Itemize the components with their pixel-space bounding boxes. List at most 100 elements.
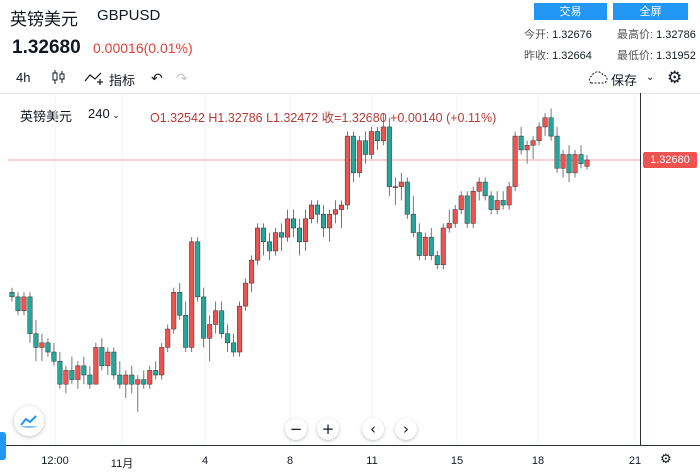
toolbar-divider — [0, 93, 700, 94]
header-instrument-name: 英镑美元 — [10, 10, 78, 30]
candle-body — [386, 126, 392, 187]
save-button[interactable]: 保存 — [611, 73, 638, 88]
candle-body — [45, 342, 51, 353]
scroll-left-button[interactable]: ‹ — [362, 418, 384, 440]
candle-body — [129, 374, 135, 385]
side-panel-toggle[interactable] — [0, 432, 6, 460]
scroll-right-button[interactable]: › — [395, 418, 417, 440]
stat-high-label: 最高价: — [617, 29, 654, 41]
undo-icon[interactable]: ↶ — [151, 70, 163, 86]
candle-body — [428, 236, 434, 256]
stat-high-value: 1.32786 — [656, 29, 696, 41]
candle-body — [237, 305, 243, 353]
candle-body — [207, 324, 213, 339]
candle-body — [494, 200, 500, 210]
candle-body — [93, 347, 99, 385]
header-symbol: GBPUSD — [97, 7, 161, 24]
chart-settings-gear-icon[interactable]: ⚙ — [660, 452, 672, 467]
time-axis-label: 11 — [366, 455, 378, 467]
candle-body — [279, 232, 285, 238]
time-axis-label: 18 — [531, 455, 545, 467]
redo-icon[interactable]: ↷ — [176, 70, 188, 86]
candle-body — [231, 342, 237, 353]
candle-body — [488, 195, 494, 210]
cloud-icon[interactable] — [586, 71, 608, 88]
candle-body — [530, 140, 536, 146]
indicators-button[interactable]: 指标 — [109, 73, 136, 88]
candle-body — [482, 181, 488, 197]
candle-body — [123, 374, 129, 385]
candle-body — [560, 154, 566, 169]
candle-body — [153, 370, 159, 376]
candle-body — [75, 365, 81, 380]
candle-body — [165, 328, 171, 348]
candle-body — [374, 131, 380, 141]
candle-body — [285, 218, 291, 238]
fullscreen-button[interactable]: 全屏 — [613, 3, 688, 20]
candle-body — [81, 365, 87, 376]
candle-body — [39, 342, 45, 348]
candle-body — [344, 135, 350, 206]
candle-body — [291, 218, 297, 229]
indicators-icon[interactable] — [84, 70, 106, 89]
candle-body — [21, 296, 27, 311]
candle-body — [536, 126, 542, 141]
candle-body — [518, 135, 524, 151]
candle-body — [243, 282, 249, 307]
candle-body — [27, 296, 33, 334]
candle-body — [63, 370, 69, 385]
candle-body — [249, 259, 255, 284]
candle-body — [392, 186, 398, 188]
candle-body — [338, 204, 344, 210]
zoom-in-button[interactable]: + — [317, 418, 339, 440]
candle-body — [69, 370, 75, 380]
candle-body — [297, 227, 302, 243]
candle-body — [171, 292, 177, 330]
candle-body — [302, 218, 308, 243]
candle-body — [458, 195, 464, 210]
candle-body — [105, 351, 111, 367]
legend-interval[interactable]: 240 ⌄ — [88, 106, 120, 121]
stat-prev-close-label: 昨收: — [524, 50, 550, 62]
legend-interval-value: 240 — [88, 106, 110, 121]
zoom-out-button[interactable]: − — [285, 418, 307, 440]
stat-low-value: 1.31952 — [656, 50, 696, 62]
stat-high: 最高价: 1.32786 — [617, 26, 696, 42]
time-axis-label: 11月 — [110, 458, 134, 470]
chevron-down-icon[interactable]: ⌄ — [646, 72, 655, 83]
trade-button[interactable]: 交易 — [534, 3, 607, 20]
stat-open-value: 1.32676 — [552, 29, 592, 41]
candlestick-icon[interactable] — [50, 68, 68, 89]
candle-body — [404, 181, 410, 215]
candle-body — [159, 347, 165, 376]
candle-body — [578, 154, 584, 164]
time-axis-label: 12:00 — [41, 455, 69, 467]
stat-open-label: 今开: — [524, 29, 550, 41]
price-change: 0.00016(0.01%) — [93, 40, 193, 56]
gear-icon[interactable]: ⚙ — [667, 68, 683, 87]
candle-body — [267, 241, 273, 252]
candle-body — [273, 232, 279, 252]
interval-selector[interactable]: 4h — [16, 70, 31, 85]
candle-body — [308, 204, 314, 220]
stat-open: 今开: 1.32676 — [524, 26, 592, 42]
candle-body — [33, 333, 39, 348]
candle-body — [368, 131, 374, 155]
candle-body — [512, 135, 518, 187]
candle-body — [398, 181, 404, 187]
candle-body — [177, 292, 183, 316]
candle-body — [147, 370, 153, 385]
candle-body — [452, 209, 458, 224]
time-axis-label: 21 — [628, 455, 642, 467]
candle-body — [350, 135, 356, 174]
candle-body — [332, 209, 338, 215]
candle-body — [320, 213, 326, 229]
candle-body — [213, 310, 219, 325]
candle-body — [225, 333, 231, 344]
candle-body — [422, 236, 428, 256]
tradingview-logo-icon[interactable] — [14, 406, 44, 436]
candle-body — [15, 296, 21, 311]
candle-body — [572, 154, 578, 174]
candle-body — [524, 145, 530, 151]
